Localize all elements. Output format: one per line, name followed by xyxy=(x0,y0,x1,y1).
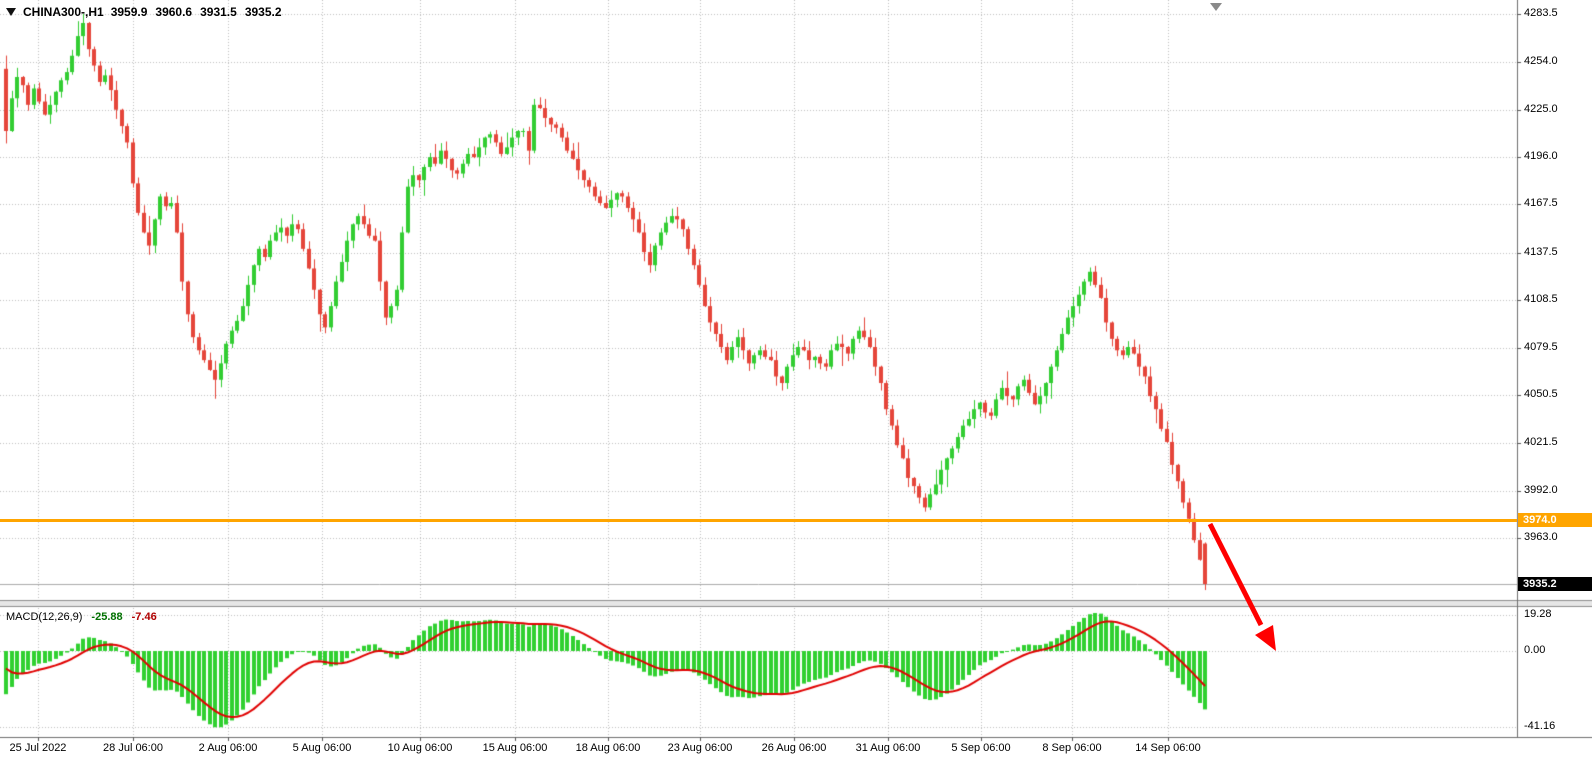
high-value: 3960.6 xyxy=(155,5,193,19)
price-axis-label: 4167.5 xyxy=(1524,196,1558,209)
macd-indicator-label: MACD(12,26,9) -25.88 -7.46 xyxy=(6,611,157,623)
current-price-badge: 3935.2 xyxy=(1518,577,1592,591)
time-axis-label: 15 Aug 06:00 xyxy=(482,742,548,754)
chart-shift-marker-icon[interactable] xyxy=(1210,3,1222,11)
time-axis-label: 10 Aug 06:00 xyxy=(387,742,453,754)
symbol-period-label: CHINA300-,H1 xyxy=(23,5,104,19)
symbol-marker-icon xyxy=(6,8,16,16)
time-axis[interactable]: 25 Jul 2022 28 Jul 06:00 2 Aug 06:00 5 Aug … xyxy=(0,738,1592,772)
price-axis-label: 4079.5 xyxy=(1524,340,1558,353)
time-axis-label: 5 Sep 06:00 xyxy=(951,742,1011,754)
time-axis-label: 25 Jul 2022 xyxy=(9,742,67,754)
time-axis-label: 26 Aug 06:00 xyxy=(761,742,827,754)
time-axis-label: 2 Aug 06:00 xyxy=(198,742,258,754)
horizontal-line-annotation[interactable] xyxy=(0,519,1517,522)
price-axis-label: 4225.0 xyxy=(1524,102,1558,115)
time-axis-label: 8 Sep 06:00 xyxy=(1042,742,1102,754)
price-axis-label: 4050.5 xyxy=(1524,388,1558,401)
trend-arrow-annotation[interactable] xyxy=(1195,512,1305,672)
chart-header: CHINA300-,H1 3959.9 3960.6 3931.5 3935.2 xyxy=(6,5,282,19)
open-value: 3959.9 xyxy=(110,5,148,19)
macd-name: MACD(12,26,9) xyxy=(6,611,83,623)
macd-axis[interactable]: 19.28 0.00 -41.16 xyxy=(1517,600,1592,737)
macd-axis-label: -41.16 xyxy=(1524,720,1556,733)
price-axis[interactable]: 4283.5 4254.0 4225.0 4196.0 4167.5 4137.5 4108… xyxy=(1517,0,1592,600)
price-axis-label: 4254.0 xyxy=(1524,55,1558,68)
close-value: 3935.2 xyxy=(244,5,282,19)
price-axis-label: 3963.0 xyxy=(1524,531,1558,544)
time-axis-label: 31 Aug 06:00 xyxy=(855,742,921,754)
time-axis-label: 23 Aug 06:00 xyxy=(667,742,733,754)
time-axis-label: 5 Aug 06:00 xyxy=(292,742,352,754)
macd-axis-label: 0.00 xyxy=(1524,644,1546,656)
low-value: 3931.5 xyxy=(200,5,237,19)
horizontal-line-price-badge: 3974.0 xyxy=(1518,513,1592,527)
price-axis-label: 4196.0 xyxy=(1524,150,1558,163)
macd-signal-value: -7.46 xyxy=(131,611,157,623)
price-axis-label: 3992.0 xyxy=(1524,484,1558,497)
time-axis-label: 18 Aug 06:00 xyxy=(575,742,641,754)
price-axis-label: 4108.5 xyxy=(1524,293,1558,306)
ohlc-readout: 3959.9 3960.6 3931.5 3935.2 xyxy=(111,5,282,19)
price-axis-label: 4021.5 xyxy=(1524,435,1558,448)
time-axis-label: 28 Jul 06:00 xyxy=(103,742,163,754)
macd-value: -25.88 xyxy=(91,611,123,623)
macd-axis-label: 19.28 xyxy=(1524,608,1552,621)
price-axis-label: 4137.5 xyxy=(1524,245,1558,258)
time-axis-label: 14 Sep 06:00 xyxy=(1135,742,1201,754)
price-axis-label: 4283.5 xyxy=(1524,7,1558,19)
